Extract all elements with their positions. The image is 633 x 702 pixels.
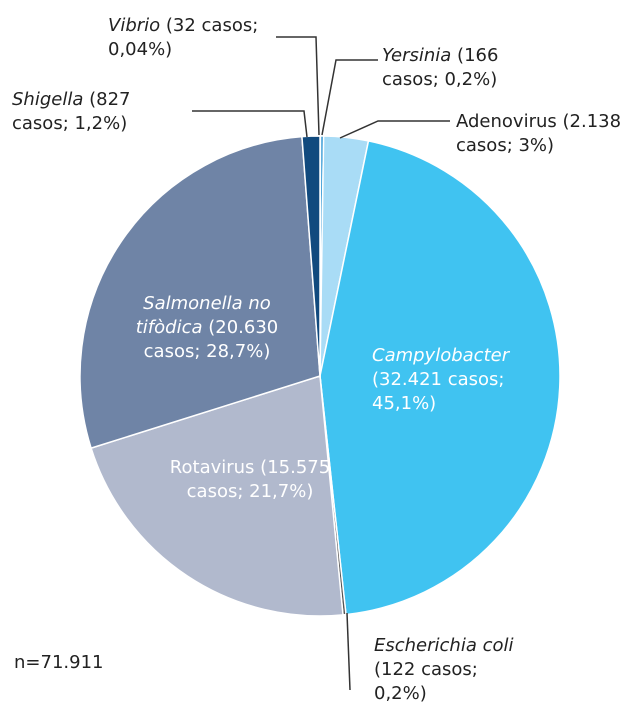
slice-label: Salmonella no tifòdica (20.630 casos; 28… — [112, 292, 302, 364]
slice-label: Rotavirus (15.575 casos; 21,7%) — [160, 456, 340, 504]
pie-slice — [90, 375, 344, 617]
note: n=71.911 — [14, 652, 104, 673]
category: Adenovirus — [456, 111, 557, 132]
value-label: (122 casos; 0,2%) — [374, 659, 478, 702]
slice-label: Shigella (827 casos; 1,2%) — [12, 88, 192, 136]
value-label: (20.630 casos; 28,7%) — [143, 317, 279, 362]
value-label: (166 casos; 0,2%) — [382, 45, 499, 90]
leader-line — [192, 110, 308, 138]
pie-slice — [79, 135, 321, 450]
leader-line — [321, 59, 378, 136]
slice-label: Campylobacter (32.421 casos; 45,1%) — [372, 344, 532, 416]
value-label: (32 casos; 0,04%) — [108, 15, 259, 60]
category: Shigella — [12, 89, 84, 110]
value-label: (2.138 casos; 3%) — [456, 111, 622, 156]
slice-label: Yersinia (166 casos; 0,2%) — [382, 44, 522, 92]
value-label: (827 casos; 1,2%) — [12, 89, 131, 134]
leader-line — [276, 36, 320, 136]
slice-label: Escherichia coli (122 casos; 0,2%) — [374, 634, 524, 702]
category: Escherichia coli — [374, 635, 514, 656]
category: Yersinia — [382, 45, 452, 66]
pie-slice — [301, 135, 321, 377]
slice-label: Vibrio (32 casos; 0,04%) — [108, 14, 283, 62]
value-label: (32.421 casos; 45,1%) — [372, 369, 505, 414]
pie-slice — [319, 140, 561, 616]
leader-line — [346, 612, 351, 691]
leader-line — [339, 120, 450, 139]
value-label: (15.575 casos; 21,7%) — [186, 457, 331, 502]
category: Salmonella no tifòdica — [135, 293, 271, 338]
category: Vibrio — [108, 15, 161, 36]
slice-label: Adenovirus (2.138 casos; 3%) — [456, 110, 632, 158]
category: Campylobacter — [372, 345, 510, 366]
category: Rotavirus — [169, 457, 255, 478]
